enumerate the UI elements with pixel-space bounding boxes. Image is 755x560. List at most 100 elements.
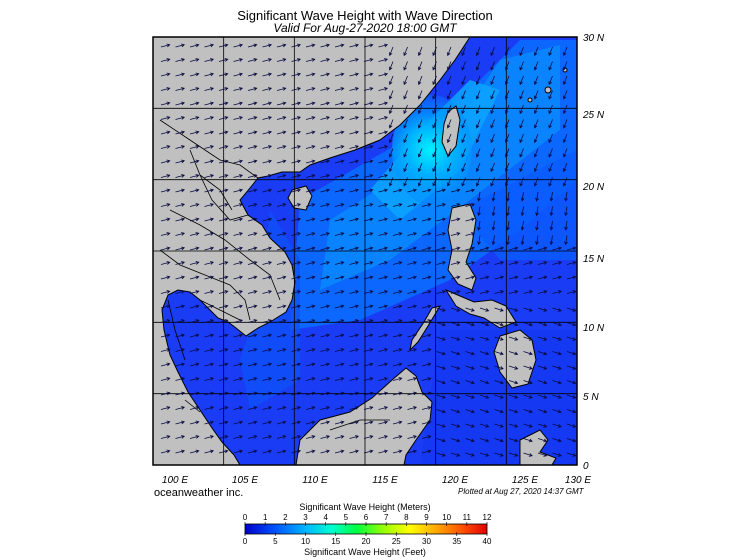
wave-direction-arrow bbox=[262, 159, 273, 164]
wave-direction-arrow bbox=[446, 162, 452, 173]
wave-direction-arrow bbox=[504, 148, 510, 158]
wave-direction-arrow bbox=[378, 449, 389, 454]
wave-direction-arrow bbox=[548, 104, 553, 115]
wave-direction-arrow bbox=[436, 365, 446, 370]
wave-direction-arrow bbox=[262, 130, 273, 135]
colorbar-meter-label: 12 bbox=[483, 513, 492, 522]
wave-direction-arrow bbox=[461, 148, 466, 158]
wave-direction-arrow bbox=[320, 406, 331, 410]
wave-direction-arrow bbox=[233, 275, 244, 280]
wave-direction-arrow bbox=[378, 319, 389, 323]
lon-label: 120 E bbox=[442, 475, 468, 486]
wave-direction-arrow bbox=[204, 217, 215, 222]
wave-direction-arrow bbox=[417, 119, 423, 129]
wave-direction-arrow bbox=[566, 322, 577, 327]
wave-direction-arrow bbox=[506, 191, 510, 202]
wave-direction-arrow bbox=[537, 275, 548, 280]
wave-direction-arrow bbox=[378, 159, 389, 164]
wave-direction-arrow bbox=[378, 377, 389, 381]
wave-direction-arrow bbox=[490, 61, 495, 71]
wave-direction-arrow bbox=[479, 336, 490, 341]
wave-direction-arrow bbox=[291, 348, 302, 352]
wave-direction-arrow bbox=[504, 162, 510, 173]
wave-direction-arrow bbox=[247, 333, 258, 338]
wave-direction-arrow bbox=[537, 452, 548, 457]
wave-direction-arrow bbox=[490, 119, 495, 129]
wave-direction-arrow bbox=[320, 435, 331, 439]
wave-direction-arrow bbox=[262, 261, 273, 265]
wave-direction-arrow bbox=[305, 232, 316, 236]
wave-direction-arrow bbox=[349, 188, 360, 193]
wave-direction-arrow bbox=[407, 333, 418, 338]
credit-oceanweather: oceanweather inc. bbox=[154, 487, 244, 499]
wave-direction-arrow bbox=[262, 449, 273, 454]
wave-direction-arrow bbox=[421, 420, 432, 425]
wave-direction-arrow bbox=[218, 159, 229, 164]
wave-direction-arrow bbox=[421, 449, 432, 454]
wave-direction-arrow bbox=[533, 104, 539, 115]
wave-direction-arrow bbox=[262, 377, 273, 381]
wave-direction-arrow bbox=[508, 423, 519, 428]
wave-direction-arrow bbox=[175, 377, 186, 381]
wave-direction-arrow bbox=[160, 290, 171, 294]
wave-direction-arrow bbox=[276, 145, 287, 149]
wave-direction-arrow bbox=[392, 391, 403, 396]
wave-direction-arrow bbox=[363, 377, 374, 381]
colorbar-feet-label: 30 bbox=[422, 537, 431, 546]
wave-direction-arrow bbox=[189, 246, 200, 251]
wave-direction-arrow bbox=[432, 133, 437, 144]
wave-direction-arrow bbox=[508, 452, 519, 457]
lon-label: 125 E bbox=[512, 475, 538, 486]
wave-direction-arrow bbox=[392, 290, 403, 294]
wave-direction-arrow bbox=[508, 438, 519, 443]
wave-direction-arrow bbox=[247, 43, 258, 48]
wave-direction-arrow bbox=[504, 119, 510, 129]
wave-direction-arrow bbox=[247, 159, 258, 164]
wave-direction-arrow bbox=[160, 72, 171, 77]
wave-direction-arrow bbox=[537, 365, 548, 370]
wave-direction-arrow bbox=[349, 87, 360, 91]
wave-direction-arrow bbox=[378, 333, 389, 338]
wave-direction-arrow bbox=[160, 333, 171, 338]
wave-direction-arrow bbox=[233, 159, 244, 164]
wave-direction-arrow bbox=[436, 423, 446, 428]
wave-direction-arrow bbox=[421, 406, 432, 410]
wave-direction-arrow bbox=[305, 145, 316, 149]
wave-direction-arrow bbox=[436, 217, 447, 222]
wave-direction-arrow bbox=[349, 232, 360, 236]
wave-direction-arrow bbox=[175, 275, 186, 280]
wave-direction-arrow bbox=[461, 104, 466, 115]
wave-direction-arrow bbox=[204, 435, 215, 439]
wave-direction-arrow bbox=[334, 420, 345, 425]
wave-direction-arrow bbox=[479, 409, 490, 414]
wave-direction-arrow bbox=[523, 322, 533, 327]
wave-direction-arrow bbox=[392, 420, 403, 425]
wave-direction-arrow bbox=[562, 119, 568, 129]
wave-direction-arrow bbox=[334, 246, 345, 251]
wave-direction-arrow bbox=[189, 203, 200, 207]
wave-direction-arrow bbox=[276, 43, 287, 48]
wave-direction-arrow bbox=[564, 220, 568, 231]
wave-direction-arrow bbox=[160, 449, 171, 454]
wave-direction-arrow bbox=[523, 394, 533, 399]
wave-direction-arrow bbox=[247, 58, 258, 62]
wave-direction-arrow bbox=[504, 177, 510, 187]
wave-direction-arrow bbox=[291, 377, 302, 381]
wave-direction-arrow bbox=[436, 290, 447, 294]
wave-direction-arrow bbox=[349, 72, 360, 77]
wave-direction-arrow bbox=[363, 333, 374, 338]
colorbar-feet-label: 5 bbox=[273, 537, 278, 546]
wave-direction-arrow bbox=[378, 130, 389, 135]
wave-direction-arrow bbox=[204, 246, 215, 251]
colorbar-meter-label: 1 bbox=[263, 513, 268, 522]
luzon-island bbox=[447, 203, 477, 291]
wave-direction-arrow bbox=[189, 377, 200, 381]
wave-direction-arrow bbox=[320, 232, 331, 236]
wave-direction-arrow bbox=[564, 235, 568, 246]
wave-direction-arrow bbox=[446, 119, 452, 129]
wave-direction-arrow bbox=[392, 348, 403, 352]
wave-direction-arrow bbox=[378, 232, 389, 236]
wave-direction-arrow bbox=[218, 87, 229, 91]
wave-direction-arrow bbox=[461, 162, 466, 173]
wave-direction-arrow bbox=[461, 61, 466, 71]
